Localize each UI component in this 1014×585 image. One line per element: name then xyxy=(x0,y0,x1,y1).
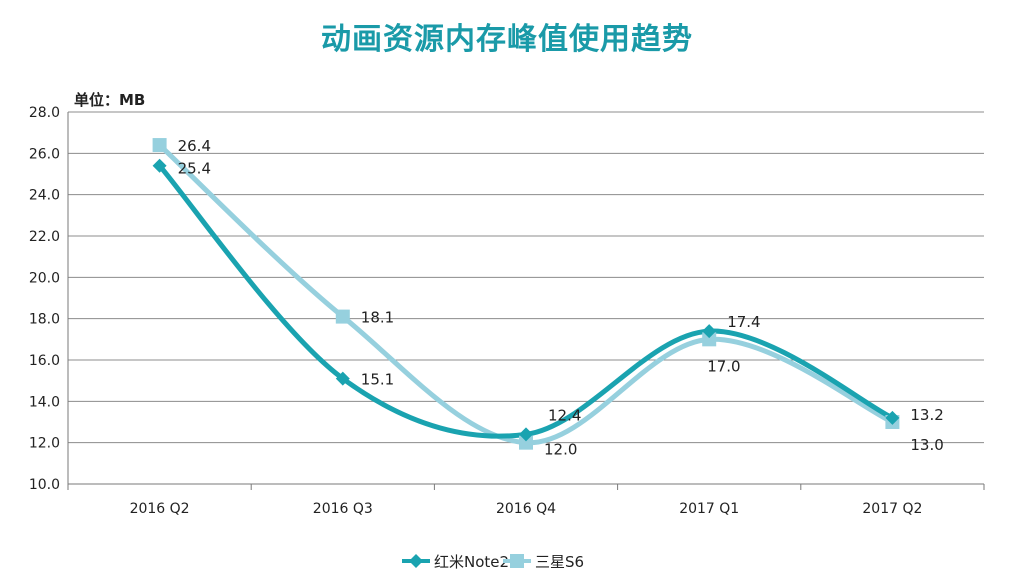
y-tick-label: 14.0 xyxy=(29,394,60,410)
y-tick-label: 22.0 xyxy=(29,229,60,245)
legend-marker-redmi-note2 xyxy=(409,554,423,568)
x-axis-ticks: 2016 Q2 2016 Q3 2016 Q4 2017 Q1 2017 Q2 xyxy=(130,501,923,517)
data-label-samsung-s6: 13.0 xyxy=(910,436,943,454)
data-point-redmi-note2 xyxy=(885,410,900,425)
unit-label: 单位：MB xyxy=(74,91,146,109)
y-tick-label: 20.0 xyxy=(29,270,60,286)
y-tick-label: 16.0 xyxy=(29,353,60,369)
x-tick-label: 2016 Q4 xyxy=(496,501,556,517)
data-label-redmi-note2: 15.1 xyxy=(361,371,394,389)
data-label-samsung-s6: 18.1 xyxy=(361,309,394,327)
data-labels: 25.4 15.1 12.4 17.4 13.2 26.4 18.1 12.0 17.0 13.0 xyxy=(178,137,944,459)
y-tick-label: 24.0 xyxy=(29,188,60,204)
data-point-samsung-s6 xyxy=(519,435,533,450)
data-label-samsung-s6: 12.0 xyxy=(544,441,577,459)
x-tick-label: 2016 Q2 xyxy=(130,501,190,517)
series-markers xyxy=(152,138,900,450)
y-tick-label: 26.0 xyxy=(29,146,60,162)
data-label-samsung-s6: 17.0 xyxy=(707,357,740,375)
series-line-redmi-note2 xyxy=(157,163,895,439)
data-label-redmi-note2: 13.2 xyxy=(910,406,943,424)
data-label-redmi-note2: 17.4 xyxy=(727,313,760,331)
data-label-samsung-s6: 26.4 xyxy=(178,137,211,155)
series-line-samsung-s6 xyxy=(157,142,895,446)
legend-label-samsung-s6: 三星S6 xyxy=(535,553,584,571)
data-point-redmi-note2 xyxy=(152,158,167,173)
data-point-redmi-note2 xyxy=(335,371,350,386)
y-tick-label: 18.0 xyxy=(29,312,60,328)
data-label-redmi-note2: 25.4 xyxy=(178,160,211,178)
legend: 红米Note2 三星S6 xyxy=(402,553,584,571)
data-point-samsung-s6 xyxy=(702,332,717,347)
axes xyxy=(67,112,985,490)
y-tick-label: 10.0 xyxy=(29,477,60,493)
data-point-redmi-note2 xyxy=(702,324,717,339)
legend-marker-samsung-s6 xyxy=(510,554,524,568)
x-tick-label: 2017 Q1 xyxy=(679,501,739,517)
data-label-redmi-note2: 12.4 xyxy=(548,406,581,424)
x-tick-label: 2016 Q3 xyxy=(313,501,373,517)
data-point-samsung-s6 xyxy=(152,138,167,153)
data-point-redmi-note2 xyxy=(519,427,533,442)
data-point-samsung-s6 xyxy=(335,309,350,324)
series-lines xyxy=(157,142,895,446)
y-tick-label: 12.0 xyxy=(29,436,60,452)
legend-label-redmi-note2: 红米Note2 xyxy=(434,553,509,571)
y-axis-ticks: 10.0 12.0 14.0 16.0 18.0 20.0 22.0 24.0 26.0 28.0 xyxy=(29,105,60,493)
x-tick-label: 2017 Q2 xyxy=(862,501,922,517)
chart-title: 动画资源内存峰值使用趋势 xyxy=(321,22,693,57)
y-tick-label: 28.0 xyxy=(29,105,60,121)
